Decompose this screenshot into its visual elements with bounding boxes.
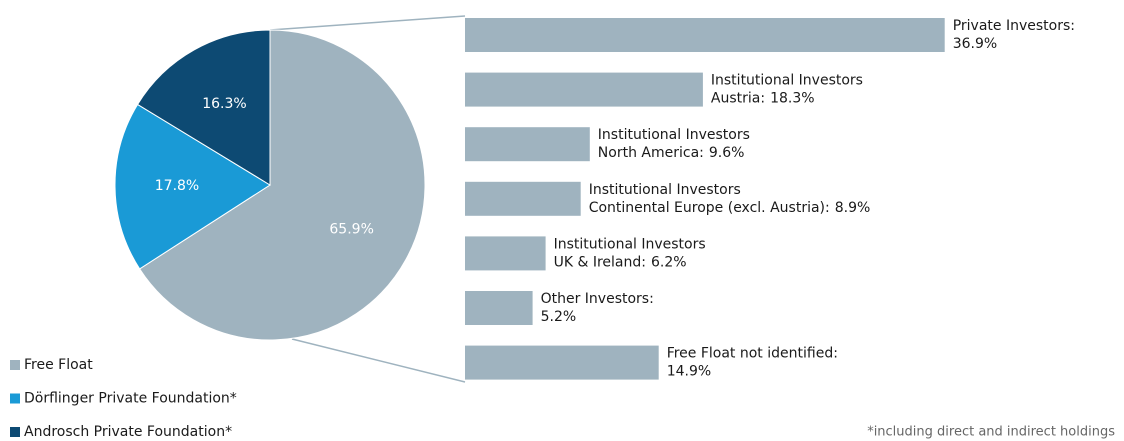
bar-value-label: 5.2% xyxy=(541,309,577,325)
slice-label: 17.8% xyxy=(155,178,199,194)
bar xyxy=(465,127,590,162)
bar-value-label: 6.2% xyxy=(651,254,687,270)
bar xyxy=(465,236,546,271)
bar-label-line: Free Float not identified: xyxy=(667,346,838,362)
bar-label: Institutional Investors Continental Europ… xyxy=(589,182,871,216)
bar xyxy=(465,345,659,380)
bar-value-label: 14.9% xyxy=(667,364,711,380)
bar xyxy=(465,72,703,107)
legend-swatch xyxy=(10,360,20,370)
legend-label: Dörflinger Private Foundation* xyxy=(24,391,237,407)
bar xyxy=(465,181,581,216)
bar-value-label: 8.9% xyxy=(835,200,871,216)
bar-value-label: 36.9% xyxy=(953,36,997,52)
pie-slice xyxy=(114,103,271,270)
bar-label: Private Investors: 36.9% xyxy=(953,18,1075,52)
bar-value-label: 18.3% xyxy=(770,91,814,107)
slice-label: 65.9% xyxy=(329,222,373,238)
slice-label: 16.3% xyxy=(202,96,246,112)
bar-label: Institutional Investors Austria: 18.3% xyxy=(711,73,863,107)
bar-label-line: Institutional Investors xyxy=(554,236,706,252)
bar-label: Institutional Investors North America: 9.6… xyxy=(598,127,750,161)
bar-value-label: 9.6% xyxy=(709,145,745,161)
bar-label-line: Other Investors: xyxy=(541,291,654,307)
legend-swatch xyxy=(10,393,20,404)
bar xyxy=(465,291,533,325)
bar-label-line: UK & Ireland: xyxy=(554,254,646,270)
pie-slice xyxy=(136,29,271,186)
bar-label-line: Private Investors: xyxy=(953,18,1075,34)
bar-label-line: Institutional Investors xyxy=(598,127,750,143)
bar-label: Other Investors: 5.2% xyxy=(541,291,654,325)
connector-line xyxy=(269,15,466,31)
connector-line xyxy=(291,338,466,383)
bar xyxy=(465,18,945,52)
bar-label-line: North America: xyxy=(598,145,704,161)
bar-label-line: Austria: xyxy=(711,91,765,107)
pie-slice xyxy=(138,29,426,341)
legend-label: Free Float xyxy=(24,357,93,373)
bar-label-line: Institutional Investors xyxy=(589,182,741,198)
legend-swatch xyxy=(10,427,20,437)
bar-label-line: Continental Europe (excl. Austria): xyxy=(589,200,830,216)
bar-label: Institutional Investors UK & Ireland: 6.2% xyxy=(554,236,706,270)
bar-label-line: Institutional Investors xyxy=(711,73,863,89)
footnote: *including direct and indirect holdings xyxy=(867,425,1115,440)
legend-label: Androsch Private Foundation* xyxy=(24,424,232,440)
bar-label: Free Float not identified: 14.9% xyxy=(667,346,838,380)
